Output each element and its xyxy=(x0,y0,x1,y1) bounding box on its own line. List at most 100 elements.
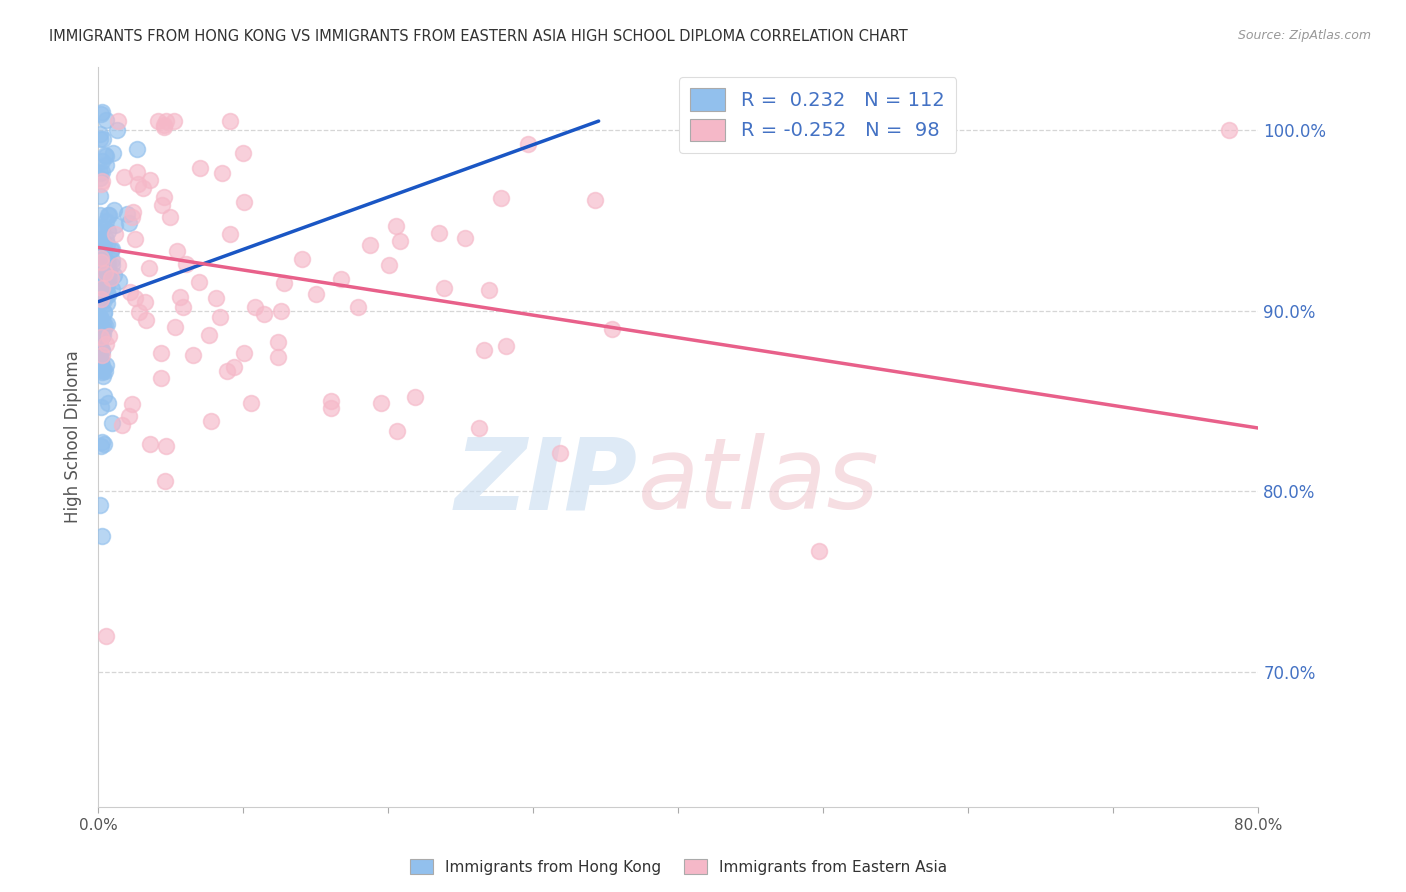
Point xyxy=(209,310,232,325)
Point xyxy=(159,210,181,224)
Point xyxy=(90,353,112,368)
Point xyxy=(188,275,211,289)
Point xyxy=(89,127,111,141)
Point xyxy=(112,169,135,184)
Point xyxy=(370,396,392,410)
Point xyxy=(93,253,115,268)
Point xyxy=(91,220,114,235)
Point xyxy=(174,257,197,271)
Point xyxy=(233,345,256,359)
Point xyxy=(165,320,187,334)
Point xyxy=(93,437,115,451)
Point xyxy=(1218,123,1240,137)
Point xyxy=(468,421,491,435)
Point xyxy=(90,178,112,192)
Point xyxy=(583,194,606,208)
Point xyxy=(91,348,114,362)
Point xyxy=(96,287,118,301)
Point xyxy=(91,434,114,449)
Point xyxy=(97,288,120,302)
Point xyxy=(124,291,146,305)
Point xyxy=(94,358,117,372)
Point xyxy=(94,253,117,268)
Point xyxy=(91,317,114,331)
Point xyxy=(115,207,138,221)
Point xyxy=(97,256,120,270)
Point xyxy=(90,330,112,344)
Legend: Immigrants from Hong Kong, Immigrants from Eastern Asia: Immigrants from Hong Kong, Immigrants fr… xyxy=(404,854,953,881)
Point xyxy=(91,343,114,357)
Point xyxy=(153,120,176,134)
Point xyxy=(90,225,112,239)
Point xyxy=(273,276,295,290)
Point xyxy=(100,244,122,258)
Point xyxy=(600,322,623,336)
Point xyxy=(134,295,156,310)
Point xyxy=(91,327,114,342)
Point xyxy=(89,261,111,276)
Point xyxy=(120,285,142,299)
Point xyxy=(97,329,120,343)
Point xyxy=(89,236,111,251)
Point xyxy=(132,181,155,195)
Point xyxy=(96,296,118,310)
Point xyxy=(183,348,205,362)
Point xyxy=(90,255,112,269)
Point xyxy=(89,351,111,365)
Point xyxy=(91,358,114,372)
Point xyxy=(94,147,117,161)
Point xyxy=(93,244,115,258)
Point xyxy=(101,417,124,431)
Point xyxy=(101,258,124,272)
Point xyxy=(267,350,290,364)
Point xyxy=(146,114,169,128)
Point xyxy=(149,346,172,360)
Point xyxy=(219,227,242,241)
Point xyxy=(495,338,517,352)
Point xyxy=(90,153,112,168)
Point xyxy=(104,218,127,232)
Text: atlas: atlas xyxy=(638,433,879,530)
Point xyxy=(96,266,118,280)
Point xyxy=(516,136,538,151)
Point xyxy=(233,194,256,209)
Point xyxy=(169,290,191,304)
Point xyxy=(89,361,111,376)
Point xyxy=(90,318,112,332)
Point xyxy=(89,339,111,353)
Point xyxy=(90,270,112,285)
Point xyxy=(103,227,125,241)
Point xyxy=(346,300,368,314)
Point xyxy=(205,291,228,305)
Point xyxy=(94,629,117,643)
Point xyxy=(291,252,314,266)
Point xyxy=(329,272,352,286)
Point xyxy=(245,301,267,315)
Point xyxy=(305,287,328,301)
Point xyxy=(96,318,118,332)
Point xyxy=(91,343,114,358)
Point xyxy=(166,244,188,258)
Point xyxy=(89,189,111,203)
Point xyxy=(91,165,114,179)
Point xyxy=(90,294,112,309)
Point xyxy=(94,268,117,283)
Point xyxy=(91,529,114,543)
Point xyxy=(807,543,830,558)
Point xyxy=(319,394,342,409)
Point xyxy=(93,306,115,320)
Point xyxy=(150,198,173,212)
Point xyxy=(155,114,177,128)
Point xyxy=(139,172,162,186)
Point xyxy=(96,236,118,251)
Point xyxy=(118,409,141,424)
Point xyxy=(94,149,117,163)
Point xyxy=(94,258,117,272)
Text: IMMIGRANTS FROM HONG KONG VS IMMIGRANTS FROM EASTERN ASIA HIGH SCHOOL DIPLOMA CO: IMMIGRANTS FROM HONG KONG VS IMMIGRANTS … xyxy=(49,29,908,44)
Point xyxy=(108,274,131,288)
Point xyxy=(111,418,134,433)
Point xyxy=(89,268,111,282)
Text: ZIP: ZIP xyxy=(454,433,638,530)
Point xyxy=(89,284,111,298)
Point xyxy=(138,260,160,275)
